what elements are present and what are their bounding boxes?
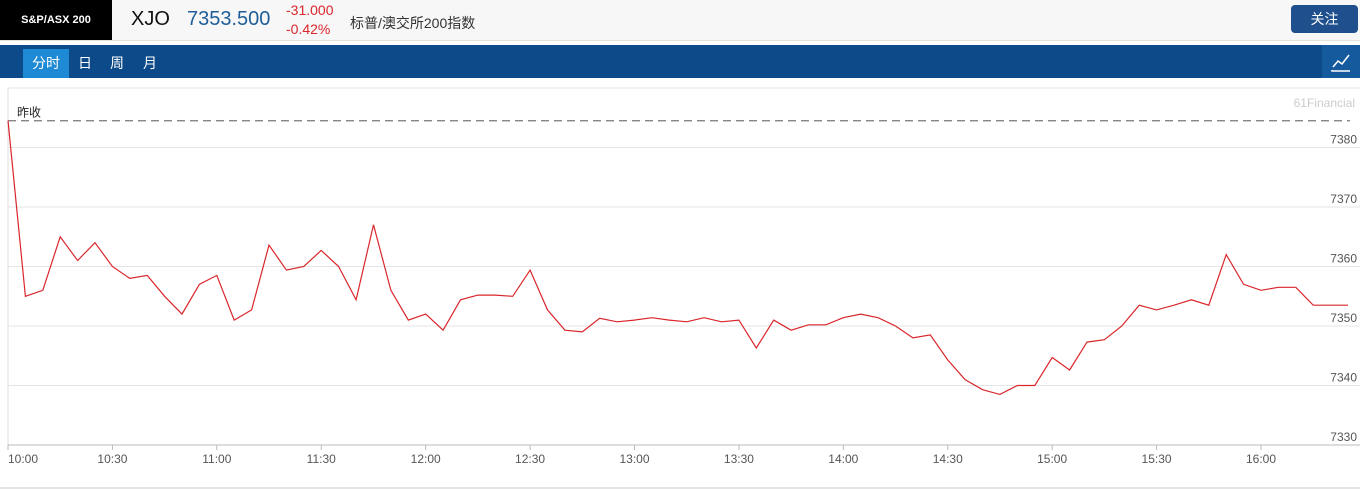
tab[interactable]: 周	[110, 55, 124, 71]
change-pct: -0.42%	[286, 21, 331, 37]
y-tick-label: 7330	[1330, 430, 1357, 444]
x-tick-label: 10:00	[8, 452, 38, 466]
chart-icon-button[interactable]	[1322, 45, 1360, 78]
y-tick-label: 7360	[1330, 252, 1357, 266]
tab[interactable]: 月	[143, 55, 157, 71]
y-tick-label: 7350	[1330, 311, 1357, 325]
x-tick-label: 12:30	[515, 452, 545, 466]
y-tick-label: 7370	[1330, 192, 1357, 206]
price-line	[7, 120, 1348, 396]
tab[interactable]: 分时	[23, 49, 69, 78]
index-name: 标普/澳交所200指数	[350, 15, 476, 31]
x-tick-label: 13:00	[619, 452, 649, 466]
symbol: XJO	[131, 8, 170, 30]
x-tick-label: 15:30	[1142, 452, 1172, 466]
x-tick-label: 14:00	[828, 452, 858, 466]
index-badge: S&P/ASX 200	[0, 0, 112, 40]
price: 7353.500	[187, 8, 271, 30]
chart: 7330 7340 7350 7360 7370 7380 10:00 10:30 11:00 1…	[0, 87, 1360, 489]
x-tick-label: 10:30	[97, 452, 127, 466]
x-tick-label: 12:00	[411, 452, 441, 466]
y-tick-label: 7340	[1330, 371, 1357, 385]
header: S&P/ASX 200 XJO 7353.500 -31.000 -0.42% …	[0, 0, 1360, 41]
x-tick-label: 11:00	[202, 452, 231, 466]
y-tick-label: 7380	[1330, 133, 1357, 147]
x-tick-label: 11:30	[307, 452, 336, 466]
prev-close-label: 昨收	[17, 106, 41, 120]
change: -31.000	[286, 2, 334, 18]
tab-bar: 分时 日 周 月	[0, 45, 1360, 78]
watermark: 61Financial	[1294, 96, 1355, 110]
x-tick-label: 14:30	[933, 452, 963, 466]
x-tick-label: 16:00	[1246, 452, 1276, 466]
follow-button[interactable]: 关注	[1291, 5, 1358, 33]
chart-icon	[1331, 54, 1350, 72]
x-tick-label: 15:00	[1037, 452, 1067, 466]
tab[interactable]: 日	[78, 55, 92, 71]
x-tick-label: 13:30	[724, 452, 754, 466]
